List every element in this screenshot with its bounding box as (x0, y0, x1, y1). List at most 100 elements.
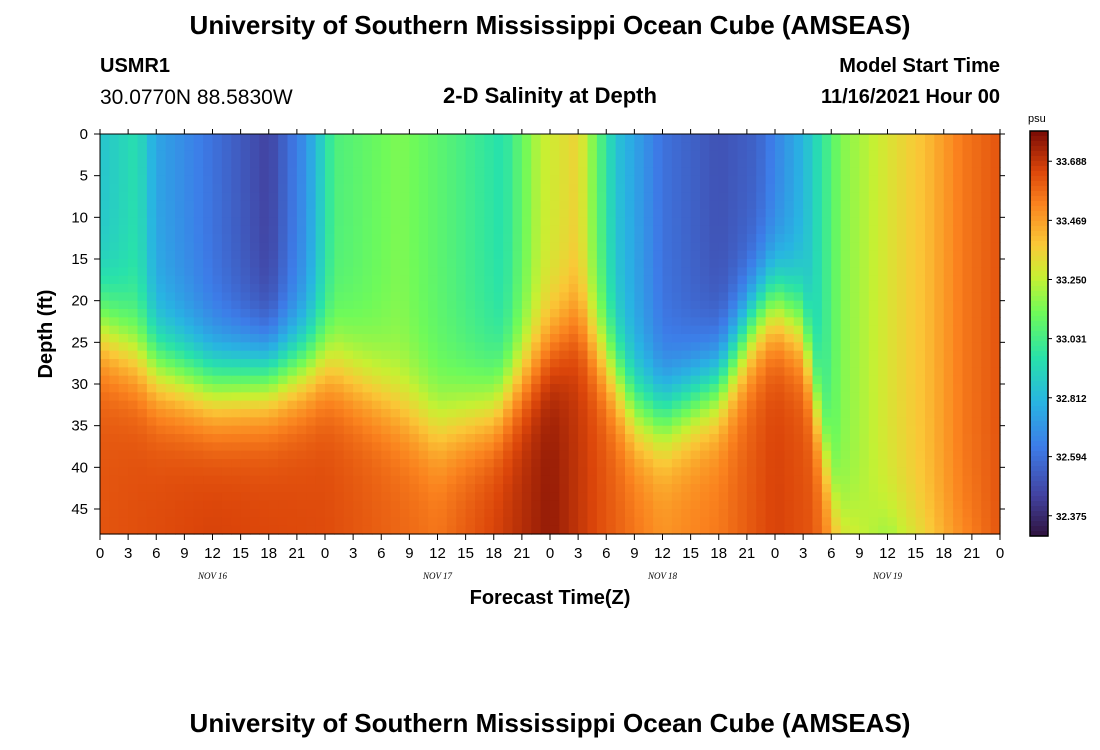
heatmap-cell (306, 217, 317, 227)
heatmap-cell (831, 334, 842, 343)
heatmap-cell (165, 275, 176, 285)
heatmap-cell (643, 134, 654, 143)
heatmap-cell (878, 250, 889, 260)
heatmap-cell (156, 150, 167, 160)
heatmap-cell (278, 217, 289, 227)
heatmap-cell (353, 317, 364, 327)
heatmap-cell (746, 442, 757, 452)
heatmap-cell (765, 525, 776, 535)
heatmap-cell (878, 267, 889, 277)
heatmap-cell (446, 525, 457, 535)
heatmap-cell (203, 284, 214, 293)
heatmap-cell (475, 275, 485, 285)
heatmap-cell (587, 525, 598, 535)
heatmap-cell (400, 184, 410, 193)
heatmap-cell (484, 459, 495, 468)
heatmap-cell (962, 409, 973, 418)
heatmap-cell (315, 284, 326, 293)
heatmap-cell (100, 392, 110, 402)
heatmap-cell (606, 500, 617, 510)
heatmap-cell (362, 442, 373, 452)
heatmap-cell (109, 150, 120, 160)
heatmap-cell (671, 359, 682, 368)
heatmap-cell (906, 517, 917, 527)
heatmap-cell (906, 184, 917, 193)
heatmap-cell (587, 509, 598, 518)
heatmap-cell (137, 384, 148, 393)
heatmap-cell (400, 509, 410, 518)
colorbar-swatch (1030, 171, 1048, 177)
heatmap-cell (240, 442, 251, 452)
heatmap-cell (606, 225, 617, 235)
heatmap-cell (175, 300, 185, 310)
heatmap-cell (831, 142, 842, 152)
heatmap-cell (465, 334, 476, 343)
heatmap-cell (371, 517, 382, 527)
heatmap-cell (446, 175, 457, 185)
heatmap-cell (671, 209, 682, 218)
heatmap-cell (390, 417, 401, 427)
heatmap-cell (362, 392, 373, 402)
heatmap-cell (184, 192, 195, 202)
heatmap-cell (953, 467, 964, 477)
heatmap-cell (953, 525, 964, 535)
heatmap-cell (165, 425, 176, 435)
heatmap-cell (896, 292, 907, 302)
heatmap-cell (137, 409, 148, 418)
colorbar-swatch (1030, 241, 1048, 247)
heatmap-cell (643, 409, 654, 418)
heatmap-cell (437, 217, 448, 227)
heatmap-cell (315, 184, 326, 193)
heatmap-cell (681, 334, 692, 343)
heatmap-cell (259, 150, 270, 160)
heatmap-cell (390, 500, 401, 510)
colorbar-swatch (1030, 276, 1048, 282)
heatmap-cell (353, 525, 364, 535)
heatmap-cell (906, 300, 917, 310)
heatmap-cell (484, 384, 495, 393)
heatmap-cell (165, 309, 176, 318)
heatmap-cell (831, 467, 842, 477)
colorbar-swatch (1030, 381, 1048, 387)
heatmap-cell (531, 484, 542, 493)
heatmap-cell (906, 217, 917, 227)
heatmap-cell (906, 434, 917, 443)
heatmap-cell (746, 325, 757, 335)
heatmap-cell (775, 375, 785, 385)
heatmap-cell (596, 459, 607, 468)
heatmap-cell (653, 409, 664, 418)
heatmap-cell (915, 409, 926, 418)
heatmap-cell (268, 159, 279, 168)
heatmap-cell (390, 450, 401, 460)
heatmap-cell (503, 334, 514, 343)
heatmap-cell (746, 300, 757, 310)
heatmap-cell (971, 375, 982, 385)
heatmap-cell (887, 200, 898, 210)
heatmap-cell (128, 425, 139, 435)
heatmap-cell (981, 450, 992, 460)
colorbar-swatch (1030, 246, 1048, 252)
heatmap-cell (990, 209, 1001, 218)
heatmap-cell (165, 175, 176, 185)
x-tick-label: 21 (514, 545, 531, 562)
heatmap-cell (840, 167, 851, 177)
heatmap-cell (521, 350, 532, 360)
heatmap-cell (784, 392, 795, 402)
heatmap-cell (643, 367, 654, 377)
colorbar-swatch (1030, 411, 1048, 417)
heatmap-cell (493, 309, 504, 318)
heatmap-cell (221, 267, 232, 277)
heatmap-cell (521, 292, 532, 302)
heatmap-cell (700, 525, 710, 535)
heatmap-cell (690, 159, 701, 168)
heatmap-cell (578, 242, 589, 252)
heatmap-cell (137, 509, 148, 518)
heatmap-cell (259, 200, 270, 210)
heatmap-cell (165, 225, 176, 235)
heatmap-cell (718, 400, 729, 410)
heatmap-cell (681, 442, 692, 452)
heatmap-cell (643, 317, 654, 327)
heatmap-cell (962, 475, 973, 485)
heatmap-cell (259, 209, 270, 218)
heatmap-cell (193, 517, 204, 527)
